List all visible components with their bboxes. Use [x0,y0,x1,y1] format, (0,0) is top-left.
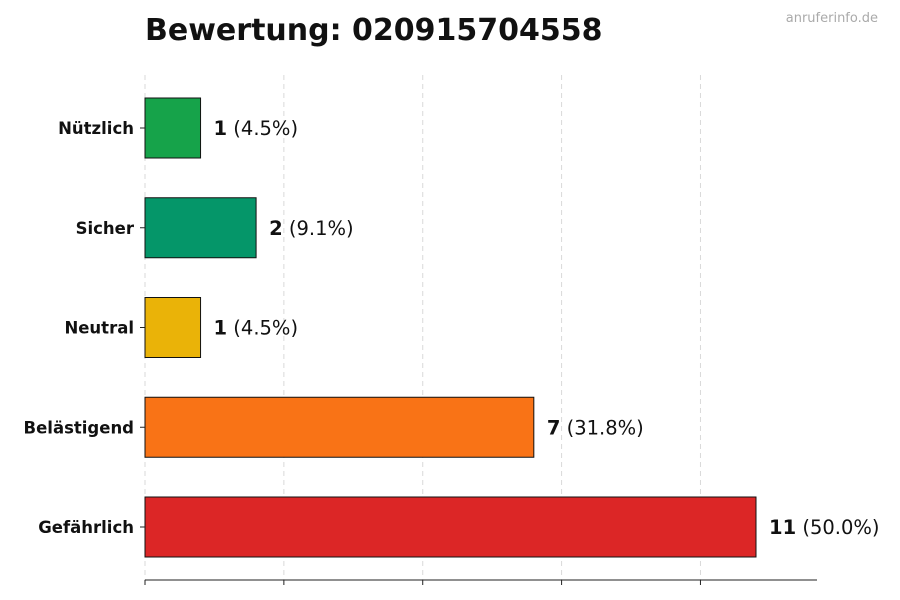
data-label-percent: (50.0%) [796,516,879,539]
category-label: Neutral [64,319,134,338]
category-label: Nützlich [58,119,134,138]
data-label-percent: (4.5%) [227,117,298,140]
category-label: Gefährlich [38,518,134,537]
data-label: 7 (31.8%) [547,416,644,439]
category-label: Sicher [76,219,135,238]
bar [144,197,257,259]
data-label: 1 (4.5%) [214,117,299,140]
bar [144,297,202,358]
data-label-count: 11 [769,516,796,539]
bar [144,97,202,159]
chart-title: Bewertung: 020915704558 [145,13,603,48]
data-label: 2 (9.1%) [269,217,354,240]
data-label: 1 (4.5%) [214,317,299,340]
data-label-count: 1 [214,117,228,140]
axes: Nützlich Sicher Neutral Belästigend Gefährli… [24,119,817,585]
data-label-percent: (4.5%) [227,317,298,340]
bars: 1 (4.5%)2 (9.1%)1 (4.5%)7 (31.8%)11 (50.… [144,97,880,558]
data-label-count: 7 [547,416,561,439]
data-label-percent: (31.8%) [560,416,643,439]
data-label-count: 1 [214,317,228,340]
bar [144,396,535,458]
watermark: anruferinfo.de [786,11,878,26]
data-label-percent: (9.1%) [283,217,354,240]
category-label: Belästigend [24,418,134,437]
data-label-count: 2 [269,217,283,240]
data-label: 11 (50.0%) [769,516,880,539]
bar [144,496,757,558]
